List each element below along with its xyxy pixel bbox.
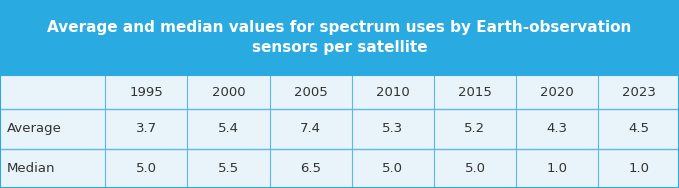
Text: 2005: 2005 — [294, 86, 327, 99]
Text: 6.5: 6.5 — [300, 162, 321, 175]
Text: Average: Average — [7, 122, 62, 135]
Text: 5.0: 5.0 — [464, 162, 485, 175]
Bar — [0, 0, 679, 75]
Text: Average and median values for spectrum uses by Earth-observation
sensors per sat: Average and median values for spectrum u… — [48, 20, 631, 55]
Text: Median: Median — [7, 162, 55, 175]
Text: 1.0: 1.0 — [547, 162, 568, 175]
Text: 5.5: 5.5 — [218, 162, 239, 175]
Text: 5.0: 5.0 — [382, 162, 403, 175]
Text: 2023: 2023 — [622, 86, 655, 99]
Text: 2020: 2020 — [540, 86, 574, 99]
Text: 1995: 1995 — [130, 86, 163, 99]
Text: 5.3: 5.3 — [382, 122, 403, 135]
Bar — [0, 149, 679, 188]
Text: 4.5: 4.5 — [628, 122, 649, 135]
Text: 2000: 2000 — [212, 86, 245, 99]
Bar — [0, 75, 679, 109]
Bar — [0, 109, 679, 149]
Text: 1.0: 1.0 — [628, 162, 649, 175]
Text: 5.4: 5.4 — [218, 122, 239, 135]
Text: 3.7: 3.7 — [136, 122, 157, 135]
Text: 5.2: 5.2 — [464, 122, 485, 135]
Text: 7.4: 7.4 — [300, 122, 321, 135]
Text: 4.3: 4.3 — [547, 122, 568, 135]
Text: 5.0: 5.0 — [136, 162, 157, 175]
Text: 2015: 2015 — [458, 86, 492, 99]
Text: 2010: 2010 — [376, 86, 409, 99]
